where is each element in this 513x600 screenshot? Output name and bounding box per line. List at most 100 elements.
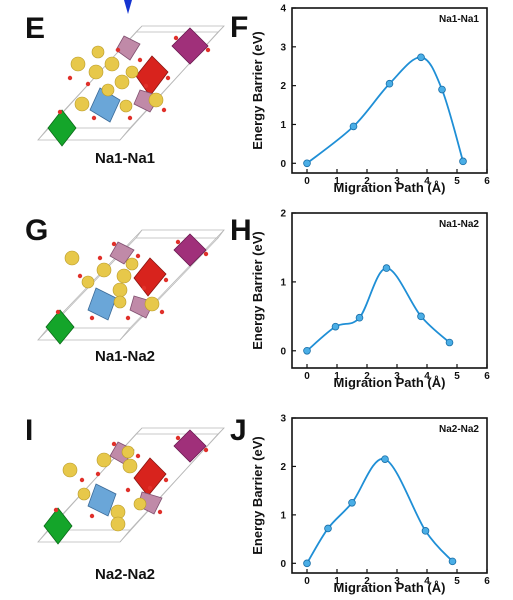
- x-tick-label: 2: [364, 576, 370, 587]
- structure-panel-i: I Na2-Na2: [0, 400, 250, 600]
- x-tick-label: 2: [364, 371, 370, 382]
- x-tick-label: 1: [334, 176, 340, 187]
- octahedron-green: [43, 507, 73, 545]
- panel-letter: G: [25, 214, 49, 247]
- y-tick-label: 2: [280, 462, 286, 473]
- data-point: [417, 312, 425, 321]
- structure-panel-e: E Na1-Na1: [0, 0, 250, 200]
- data-point: [331, 322, 340, 331]
- sodium-atoms: [70, 45, 164, 113]
- data-point: [303, 159, 311, 168]
- chart-panel-j: J 0 1 2 3 4 5 6 0 1 2 3 Migration Path (Å) Energy Ba…: [230, 410, 513, 600]
- sodium-atoms: [62, 445, 147, 532]
- data-point: [417, 53, 425, 62]
- x-tick-label: 3: [394, 576, 400, 587]
- octahedron-red: [133, 257, 167, 297]
- panel-letter: E: [25, 12, 46, 45]
- y-tick-label: 4: [280, 4, 286, 15]
- plot-frame: [291, 417, 488, 574]
- y-tick-label: 3: [280, 414, 286, 425]
- panel-letter: H: [230, 214, 252, 247]
- x-tick-label: 0: [304, 176, 310, 187]
- data-point: [421, 527, 430, 535]
- x-tick-label: 6: [484, 576, 490, 587]
- chart-panel-h: H 0 1 2 3 4 5 6 0 1 2 Migration Path (Å) Energy Bar…: [230, 205, 513, 395]
- plot-frame: [291, 212, 488, 369]
- octahedron-purple: [171, 27, 209, 65]
- chart-title: Na1-Na2: [439, 219, 479, 230]
- data-point: [459, 157, 467, 166]
- structure-caption: Na1-Na1: [94, 150, 156, 167]
- oxygen-atoms: [55, 239, 209, 321]
- x-tick-label: 0: [304, 371, 310, 382]
- x-tick-label: 5: [454, 576, 460, 587]
- data-point: [385, 79, 394, 88]
- data-point: [438, 85, 446, 94]
- panel-letter: F: [230, 11, 249, 44]
- x-axis-label: Migration Path (Å): [334, 580, 446, 595]
- data-point: [381, 455, 389, 463]
- series-line: [306, 458, 454, 564]
- unit-cell-frame: [37, 229, 225, 341]
- octahedron-pink: [115, 35, 141, 61]
- x-tick-label: 5: [454, 371, 460, 382]
- data-point: [348, 498, 356, 507]
- octahedron-purple: [173, 233, 207, 267]
- structure-panel-g: G Na1-Na2: [0, 200, 250, 400]
- data-point: [324, 524, 332, 533]
- x-tick-label: 4: [424, 176, 430, 187]
- y-axis-label: Energy Barrier (eV): [250, 231, 265, 350]
- data-point: [303, 346, 311, 355]
- data-point: [349, 122, 358, 131]
- direction-arrow: [124, 0, 132, 14]
- crystal-structure-image: [37, 427, 225, 545]
- y-tick-label: 0: [280, 559, 286, 570]
- x-tick-label: 1: [334, 371, 340, 382]
- chart-title: Na2-Na2: [439, 424, 479, 435]
- octahedron-purple: [173, 429, 207, 463]
- chart-title: Na1-Na1: [439, 14, 479, 25]
- sodium-atoms: [64, 250, 160, 312]
- panel-letter: J: [230, 414, 247, 447]
- x-tick-label: 5: [454, 176, 460, 187]
- series-line: [306, 56, 464, 164]
- x-tick-label: 3: [394, 371, 400, 382]
- x-tick-label: 1: [334, 576, 340, 587]
- data-point: [355, 313, 364, 322]
- y-tick-label: 2: [280, 209, 286, 220]
- plot-frame: [291, 7, 488, 174]
- data-point: [448, 557, 457, 566]
- x-tick-label: 2: [364, 176, 370, 187]
- x-tick-label: 6: [484, 176, 490, 187]
- octahedron-red: [133, 457, 167, 497]
- y-tick-label: 0: [280, 346, 286, 357]
- octahedron-blue: [89, 87, 121, 123]
- data-point: [445, 338, 454, 347]
- crystal-structure-image: [37, 229, 225, 345]
- y-tick-label: 1: [280, 510, 286, 521]
- crystal-structure-image: [37, 0, 225, 147]
- panel-letter: I: [25, 414, 34, 447]
- data-point: [382, 264, 391, 272]
- y-axis-label: Energy Barrier (eV): [250, 31, 265, 150]
- x-tick-label: 0: [304, 576, 310, 587]
- y-axis-label: Energy Barrier (eV): [250, 436, 265, 555]
- oxygen-atoms: [57, 35, 211, 121]
- octahedron-green: [47, 109, 77, 147]
- y-tick-label: 0: [280, 159, 286, 170]
- data-point: [303, 559, 311, 568]
- x-axis-label: Migration Path (Å): [334, 180, 446, 195]
- octahedron-blue: [87, 287, 117, 321]
- octahedron-blue: [87, 483, 117, 517]
- y-tick-label: 3: [280, 42, 286, 53]
- y-tick-label: 1: [280, 277, 286, 288]
- y-tick-label: 2: [280, 81, 286, 92]
- oxygen-atoms: [53, 435, 209, 519]
- structure-caption: Na1-Na2: [94, 348, 156, 365]
- structure-caption: Na2-Na2: [94, 566, 156, 583]
- x-tick-label: 3: [394, 176, 400, 187]
- x-tick-label: 6: [484, 371, 490, 382]
- octahedron-green: [45, 309, 75, 345]
